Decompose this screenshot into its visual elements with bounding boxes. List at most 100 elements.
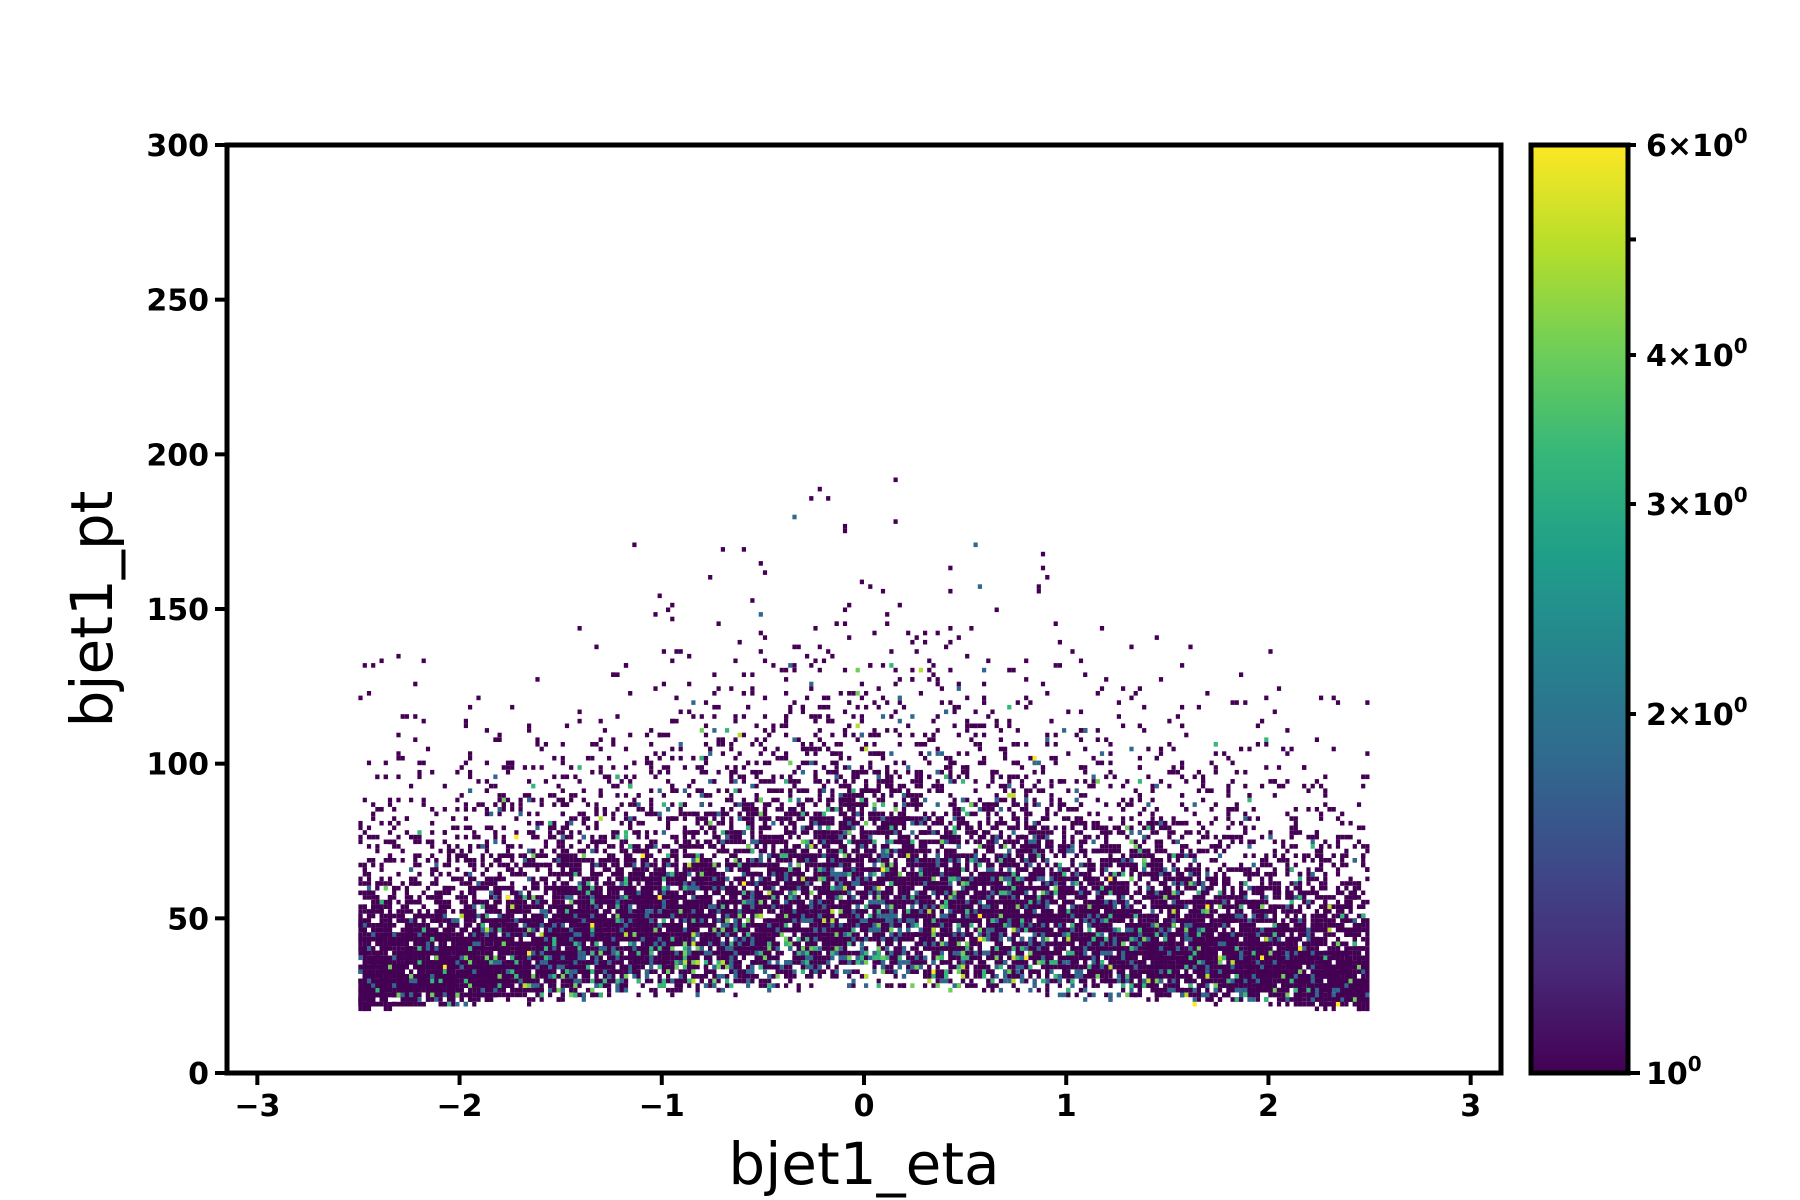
heatmap-cell bbox=[716, 769, 721, 775]
heatmap-cell bbox=[982, 732, 987, 738]
heatmap-cell bbox=[708, 820, 713, 826]
heatmap-cell bbox=[489, 941, 494, 947]
heatmap-cell bbox=[1146, 974, 1151, 979]
heatmap-cell bbox=[1078, 871, 1084, 877]
heatmap-cell bbox=[716, 899, 721, 905]
heatmap-cell bbox=[1213, 858, 1218, 863]
heatmap-cell bbox=[687, 960, 692, 965]
heatmap-cell bbox=[577, 978, 582, 984]
heatmap-cell bbox=[982, 969, 987, 974]
heatmap-cell bbox=[1133, 691, 1138, 696]
heatmap-cell bbox=[480, 858, 485, 863]
heatmap-cell bbox=[1365, 774, 1370, 780]
heatmap-cell bbox=[712, 969, 717, 974]
heatmap-cell bbox=[893, 876, 898, 882]
heatmap-cell bbox=[1314, 848, 1319, 854]
heatmap-cell bbox=[737, 839, 742, 845]
heatmap-cell bbox=[602, 839, 607, 845]
heatmap-cell bbox=[965, 774, 970, 780]
heatmap-cell bbox=[1205, 913, 1210, 919]
heatmap-cell bbox=[716, 881, 721, 886]
heatmap-cells bbox=[358, 477, 1370, 1012]
heatmap-cell bbox=[939, 834, 944, 840]
heatmap-cell bbox=[1066, 867, 1071, 872]
heatmap-cell bbox=[1104, 830, 1109, 835]
heatmap-cell bbox=[666, 969, 671, 974]
heatmap-cell bbox=[792, 737, 797, 742]
heatmap-cell bbox=[1095, 737, 1100, 742]
heatmap-cell bbox=[628, 964, 633, 970]
heatmap-cell bbox=[935, 728, 940, 733]
heatmap-cell bbox=[556, 783, 561, 789]
heatmap-cell bbox=[741, 848, 746, 854]
heatmap-cell bbox=[847, 932, 852, 937]
heatmap-cell bbox=[1108, 830, 1113, 835]
heatmap-cell bbox=[358, 825, 363, 831]
heatmap-cell bbox=[931, 946, 936, 951]
heatmap-cell bbox=[952, 899, 957, 905]
heatmap-cell bbox=[1032, 899, 1037, 905]
heatmap-cell bbox=[1003, 751, 1008, 756]
heatmap-cell bbox=[687, 783, 692, 789]
heatmap-cell bbox=[910, 816, 915, 821]
heatmap-cell bbox=[1196, 862, 1201, 868]
heatmap-cell bbox=[729, 834, 734, 840]
heatmap-cell bbox=[1108, 848, 1113, 854]
heatmap-cell bbox=[623, 811, 629, 817]
heatmap-cell bbox=[973, 862, 978, 868]
heatmap-cell bbox=[1137, 723, 1142, 729]
heatmap-cell bbox=[682, 844, 687, 849]
heatmap-cell bbox=[1074, 992, 1079, 998]
heatmap-cell bbox=[1070, 936, 1075, 942]
heatmap-cell bbox=[362, 936, 367, 942]
heatmap-cell bbox=[784, 825, 789, 831]
heatmap-cell bbox=[935, 978, 940, 984]
heatmap-cell bbox=[463, 895, 468, 900]
heatmap-cell bbox=[510, 918, 515, 923]
heatmap-cell bbox=[885, 885, 890, 891]
heatmap-cell bbox=[468, 885, 473, 891]
heatmap-cell bbox=[1293, 923, 1298, 928]
heatmap-cell bbox=[379, 932, 384, 937]
heatmap-cell bbox=[982, 755, 987, 761]
heatmap-cell bbox=[375, 960, 380, 965]
heatmap-cell bbox=[859, 960, 864, 965]
heatmap-cell bbox=[1053, 881, 1058, 886]
heatmap-cell bbox=[1011, 830, 1016, 835]
heatmap-cell bbox=[1335, 890, 1341, 896]
heatmap-cell bbox=[1243, 816, 1248, 821]
heatmap-cell bbox=[636, 848, 641, 854]
heatmap-cell bbox=[1083, 793, 1088, 798]
heatmap-cell bbox=[442, 783, 447, 789]
heatmap-cell bbox=[442, 992, 447, 998]
heatmap-cell bbox=[379, 927, 384, 933]
heatmap-cell bbox=[564, 964, 570, 970]
heatmap-cell bbox=[628, 779, 633, 784]
heatmap-cell bbox=[851, 932, 856, 937]
heatmap-cell bbox=[451, 932, 456, 937]
heatmap-cell bbox=[548, 904, 553, 909]
heatmap-cell bbox=[1340, 862, 1345, 868]
heatmap-cell bbox=[910, 677, 915, 682]
heatmap-cell bbox=[1125, 885, 1130, 891]
heatmap-cell bbox=[1264, 918, 1269, 923]
heatmap-cell bbox=[788, 899, 793, 905]
heatmap-cell bbox=[1167, 918, 1172, 923]
heatmap-cell bbox=[640, 867, 645, 872]
heatmap-cell bbox=[1007, 783, 1012, 789]
heatmap-cell bbox=[1087, 862, 1092, 868]
heatmap-cell bbox=[733, 876, 738, 882]
heatmap-cell bbox=[661, 950, 666, 956]
heatmap-cell bbox=[716, 909, 721, 914]
heatmap-cell bbox=[1108, 844, 1113, 849]
heatmap-cell bbox=[918, 742, 923, 747]
heatmap-cell bbox=[788, 663, 793, 668]
heatmap-cell bbox=[1125, 899, 1130, 905]
heatmap-cell bbox=[1146, 978, 1151, 984]
heatmap-cell bbox=[1163, 974, 1168, 979]
heatmap-cell bbox=[868, 876, 873, 882]
heatmap-cell bbox=[489, 890, 494, 896]
heatmap-cell bbox=[813, 941, 818, 947]
heatmap-cell bbox=[859, 867, 864, 872]
heatmap-cell bbox=[784, 885, 789, 891]
